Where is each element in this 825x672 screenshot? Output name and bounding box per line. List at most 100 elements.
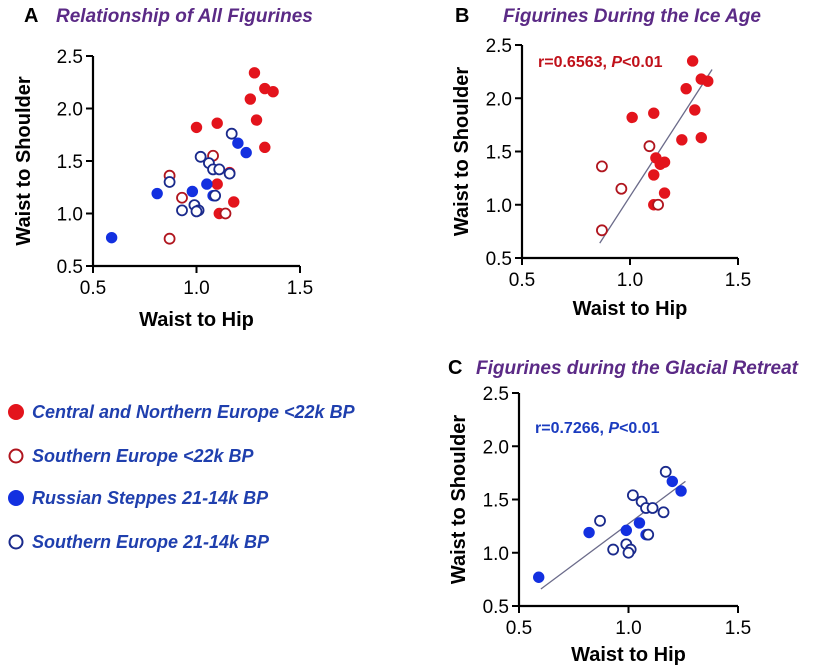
data-point: [652, 198, 664, 211]
y-axis-title: Waist to Shoulder: [448, 415, 470, 584]
data-point: [176, 204, 188, 217]
data-point: [211, 178, 223, 190]
y-axis-title: Waist to Shoulder: [13, 76, 35, 245]
legend-label: Central and Northern Europe <22k BP: [32, 402, 356, 422]
legend-item: Russian Steppes 21-14k BP: [8, 488, 269, 508]
data-point: [211, 117, 223, 129]
y-tick-label: 0.5: [483, 597, 509, 618]
legend: Central and Northern Europe <22k BP Sout…: [8, 402, 356, 552]
panel-a-plot: 0.5 1.0 1.5 2.0 2.5 0.5 1.0 1.5 Waist to Hip Wais…: [13, 47, 313, 331]
data-point: [583, 526, 595, 539]
y-tick-label: 0.5: [57, 257, 83, 278]
y-tick-label: 2.5: [486, 36, 512, 57]
x-tick-label: 1.5: [287, 278, 313, 299]
y-tick-label: 1.0: [486, 196, 512, 217]
correlation-annotation: r=0.6563, P<0.01: [538, 54, 663, 71]
panel-c: C Figurines during the Glacial Retreat 0…: [448, 357, 799, 666]
data-point: [689, 104, 701, 116]
legend-marker-southern-late: [8, 534, 24, 550]
regression-line: [540, 480, 686, 590]
data-point: [151, 187, 163, 200]
data-point: [248, 67, 261, 79]
data-point: [250, 114, 263, 126]
y-axis-title: Waist to Shoulder: [451, 67, 473, 236]
data-point: [533, 571, 545, 583]
data-point: [675, 485, 687, 497]
data-point: [163, 232, 176, 245]
data-point: [194, 150, 207, 163]
y-tick-label: 1.0: [57, 205, 83, 226]
legend-label: Southern Europe <22k BP: [32, 446, 255, 466]
data-point: [163, 176, 176, 188]
data-point: [680, 82, 692, 95]
y-tick-label: 1.0: [483, 544, 509, 565]
data-point: [267, 86, 279, 98]
data-point: [259, 141, 271, 154]
y-tick-label: 1.5: [483, 491, 509, 512]
data-point: [650, 152, 662, 164]
panel-c-plot: 0.5 1.0 1.5 2.0 2.5 0.5 1.0 1.5 Waist to Hip Wais…: [448, 384, 751, 666]
data-point: [686, 55, 699, 67]
data-point: [626, 111, 638, 124]
y-tick-label: 1.5: [486, 143, 512, 164]
data-point: [702, 75, 714, 87]
data-point: [105, 231, 118, 244]
x-tick-label: 0.5: [509, 270, 535, 291]
x-axis-title: Waist to Hip: [139, 309, 254, 331]
x-tick-label: 0.5: [80, 278, 106, 299]
data-point: [626, 489, 639, 502]
data-point: [648, 169, 660, 181]
x-tick-label: 1.5: [725, 270, 751, 291]
x-tick-label: 1.0: [615, 618, 641, 639]
panel-c-letter: C: [448, 357, 462, 379]
data-point: [228, 196, 240, 208]
x-tick-label: 1.0: [183, 278, 209, 299]
legend-item: Southern Europe <22k BP: [8, 446, 255, 466]
data-point: [209, 189, 222, 202]
y-tick-label: 2.5: [57, 47, 83, 68]
x-axis-title: Waist to Hip: [571, 644, 686, 666]
data-point: [615, 182, 628, 195]
data-point: [666, 475, 678, 488]
correlation-annotation: r=0.7266, P<0.01: [535, 420, 660, 437]
data-point: [190, 121, 203, 134]
data-point: [596, 160, 608, 173]
x-tick-label: 1.5: [725, 618, 751, 639]
data-point: [190, 205, 203, 218]
data-point: [607, 543, 620, 556]
y-tick-label: 2.5: [483, 384, 509, 405]
x-tick-label: 0.5: [506, 618, 532, 639]
data-point: [596, 224, 608, 237]
data-point: [186, 185, 199, 198]
panel-a-title: Relationship of All Figurines: [56, 6, 313, 27]
y-tick-label: 1.5: [57, 152, 83, 173]
data-point: [642, 528, 655, 541]
x-axis-title: Waist to Hip: [573, 298, 688, 320]
legend-item: Southern Europe 21-14k BP: [8, 532, 270, 552]
data-point: [657, 506, 670, 519]
legend-item: Central and Northern Europe <22k BP: [8, 402, 356, 422]
data-point: [676, 134, 688, 146]
data-point: [223, 167, 236, 180]
data-point: [620, 524, 633, 537]
legend-marker-russian-steppes: [8, 490, 24, 506]
y-tick-label: 2.0: [486, 89, 512, 110]
panel-b: B Figurines During the Ice Age 0.5 1.0 1.5…: [451, 5, 761, 320]
data-point: [240, 146, 252, 159]
data-point: [176, 191, 188, 204]
data-point: [201, 178, 213, 190]
data-point: [659, 465, 672, 478]
data-point: [225, 127, 238, 140]
legend-label: Russian Steppes 21-14k BP: [32, 488, 269, 508]
panel-a-letter: A: [24, 5, 38, 27]
data-point: [646, 502, 659, 514]
panel-b-letter: B: [455, 5, 469, 27]
legend-marker-southern-early: [8, 448, 24, 464]
data-point: [232, 137, 244, 149]
data-point: [695, 131, 707, 144]
y-tick-label: 2.0: [483, 437, 509, 458]
legend-marker-central-northern: [8, 404, 24, 420]
data-point: [213, 163, 226, 176]
data-point: [219, 207, 232, 220]
